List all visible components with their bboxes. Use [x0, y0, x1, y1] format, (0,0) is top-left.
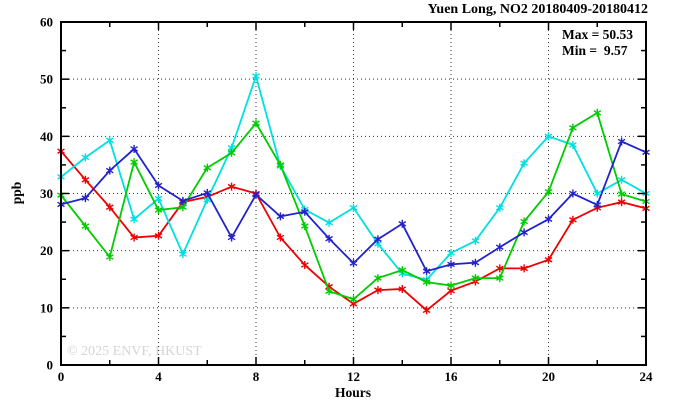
x-axis-label: Hours [335, 385, 371, 400]
y-tick-label: 10 [40, 300, 53, 315]
max-annotation: Max = 50.53 [562, 27, 633, 42]
plot-border [60, 21, 647, 366]
series-cyan-markers [57, 72, 650, 284]
watermark: © 2025 ENVF, HKUST [67, 344, 202, 359]
y-tick-label: 50 [40, 72, 53, 87]
y-tick-label: 30 [40, 186, 53, 201]
y-tick-label: 20 [40, 243, 53, 258]
min-annotation: Min = 9.57 [562, 43, 628, 58]
y-axis-label: ppb [9, 182, 24, 205]
x-tick-label: 4 [155, 369, 162, 384]
y-tick-label: 40 [40, 129, 53, 144]
x-tick-label: 24 [640, 369, 654, 384]
x-tick-label: 16 [445, 369, 459, 384]
x-tick-label: 8 [253, 369, 260, 384]
chart-title: Yuen Long, NO2 20180409-20180412 [428, 2, 648, 17]
x-tick-label: 0 [58, 369, 65, 384]
y-tick-label: 0 [47, 358, 54, 373]
x-tick-label: 12 [347, 369, 360, 384]
chart-dynamic-layer: 0 10 20 30 40 50 60 0 4 8 12 16 20 24 [40, 15, 653, 385]
x-tick-label: 20 [542, 369, 555, 384]
y-tick-label: 60 [40, 15, 53, 30]
